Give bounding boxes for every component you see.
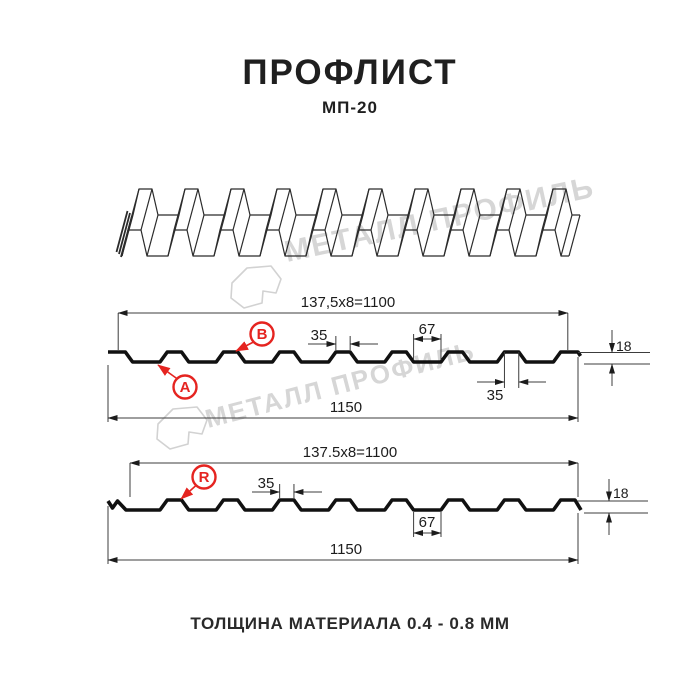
perspective-line	[403, 188, 416, 231]
perspective-line	[213, 214, 226, 257]
dim-valley-a-label: 67	[419, 321, 436, 338]
perspective-line	[449, 188, 462, 231]
perspective-line	[278, 188, 291, 231]
dim-overall-r-label: 1150	[330, 541, 362, 558]
perspective-line	[443, 214, 456, 257]
dim-valley-r: 67	[413, 512, 442, 537]
dim-overall-a: 1150	[107, 357, 579, 422]
dim-valley-r-label: 67	[419, 514, 436, 531]
dim-overall-a-label: 1150	[330, 399, 362, 416]
perspective-line	[422, 214, 435, 257]
material-thickness-note: ТОЛЩИНА МАТЕРИАЛА 0.4 - 0.8 ММ	[190, 614, 510, 633]
dim-rib-top-a: 35	[308, 327, 378, 350]
perspective-line	[554, 188, 567, 231]
dim-rib-span-r-label: 137.5x8=1100	[303, 444, 397, 461]
profile-a-outline	[108, 350, 583, 364]
perspective-line	[468, 214, 481, 257]
perspective-line	[568, 214, 581, 257]
callout-r-label: R	[199, 469, 210, 486]
perspective-line	[186, 188, 199, 231]
watermark-text: МЕТАЛЛ ПРОФИЛЬ	[282, 171, 598, 269]
page-title: ПРОФЛИСТ	[242, 53, 458, 92]
perspective-line	[259, 214, 272, 257]
perspective-line	[535, 214, 548, 257]
dim-height-r-label: 18	[613, 485, 629, 501]
dim-rib-top-a-label: 35	[311, 327, 328, 344]
metall-profil-logo-icon	[230, 265, 282, 309]
callout-r: R	[180, 464, 217, 500]
perspective-drawing	[115, 188, 581, 258]
dim-rib-span-a-label: 137,5x8=1100	[301, 294, 395, 311]
perspective-line	[489, 214, 502, 257]
perspective-line	[146, 214, 159, 257]
perspective-line	[167, 214, 180, 257]
perspective-line	[351, 214, 364, 257]
callout-b-label: B	[257, 326, 268, 343]
dim-rib-top-r-label: 35	[258, 475, 275, 492]
profile-r-view: 137.5x8=1100 35 67	[106, 444, 648, 564]
dim-height-a: 18	[578, 330, 650, 386]
dim-rib-top-r: 35	[252, 475, 322, 498]
callout-a: A	[157, 364, 198, 400]
perspective-line	[397, 214, 410, 257]
perspective-line	[173, 188, 186, 231]
perspective-line	[376, 214, 389, 257]
perspective-line	[305, 214, 318, 257]
perspective-line	[232, 188, 245, 231]
perspective-line	[560, 214, 573, 257]
perspective-line	[118, 212, 131, 255]
callout-b: B	[235, 321, 275, 352]
perspective-line	[357, 188, 370, 231]
profile-a-view: 137,5x8=1100 35 67	[107, 294, 650, 422]
dim-valley-a: 67	[413, 321, 442, 360]
perspective-line	[330, 214, 343, 257]
perspective-line	[265, 188, 278, 231]
watermark-text: МЕТАЛЛ ПРОФИЛЬ	[202, 335, 478, 434]
perspective-line	[416, 188, 429, 231]
metall-profil-logo-icon	[156, 406, 208, 450]
perspective-line	[370, 188, 383, 231]
perspective-line	[140, 188, 153, 231]
perspective-line	[284, 214, 297, 257]
perspective-line	[495, 188, 508, 231]
profile-r-outline	[106, 498, 583, 512]
profile-model-label: МП-20	[322, 98, 378, 117]
watermark-2: МЕТАЛЛ ПРОФИЛЬ	[156, 335, 478, 450]
perspective-line	[311, 188, 324, 231]
dim-rib-top-a-2: 35	[477, 352, 546, 404]
perspective-line	[541, 188, 554, 231]
perspective-line	[192, 214, 205, 257]
perspective-line	[238, 214, 251, 257]
perspective-line	[219, 188, 232, 231]
perspective-line	[115, 210, 129, 253]
callout-a-label: A	[180, 379, 191, 396]
perspective-line	[120, 215, 133, 258]
perspective-line	[324, 188, 337, 231]
perspective-line	[508, 188, 521, 231]
dim-rib-top-a-2-label: 35	[487, 387, 504, 404]
dim-overall-r: 1150	[107, 506, 579, 564]
dim-height-r: 18	[577, 479, 648, 535]
dim-rib-span-a: 137,5x8=1100	[117, 294, 569, 350]
dim-height-a-label: 18	[616, 338, 632, 354]
perspective-line	[514, 214, 527, 257]
dim-rib-span-r: 137.5x8=1100	[129, 444, 579, 497]
perspective-line	[462, 188, 475, 231]
